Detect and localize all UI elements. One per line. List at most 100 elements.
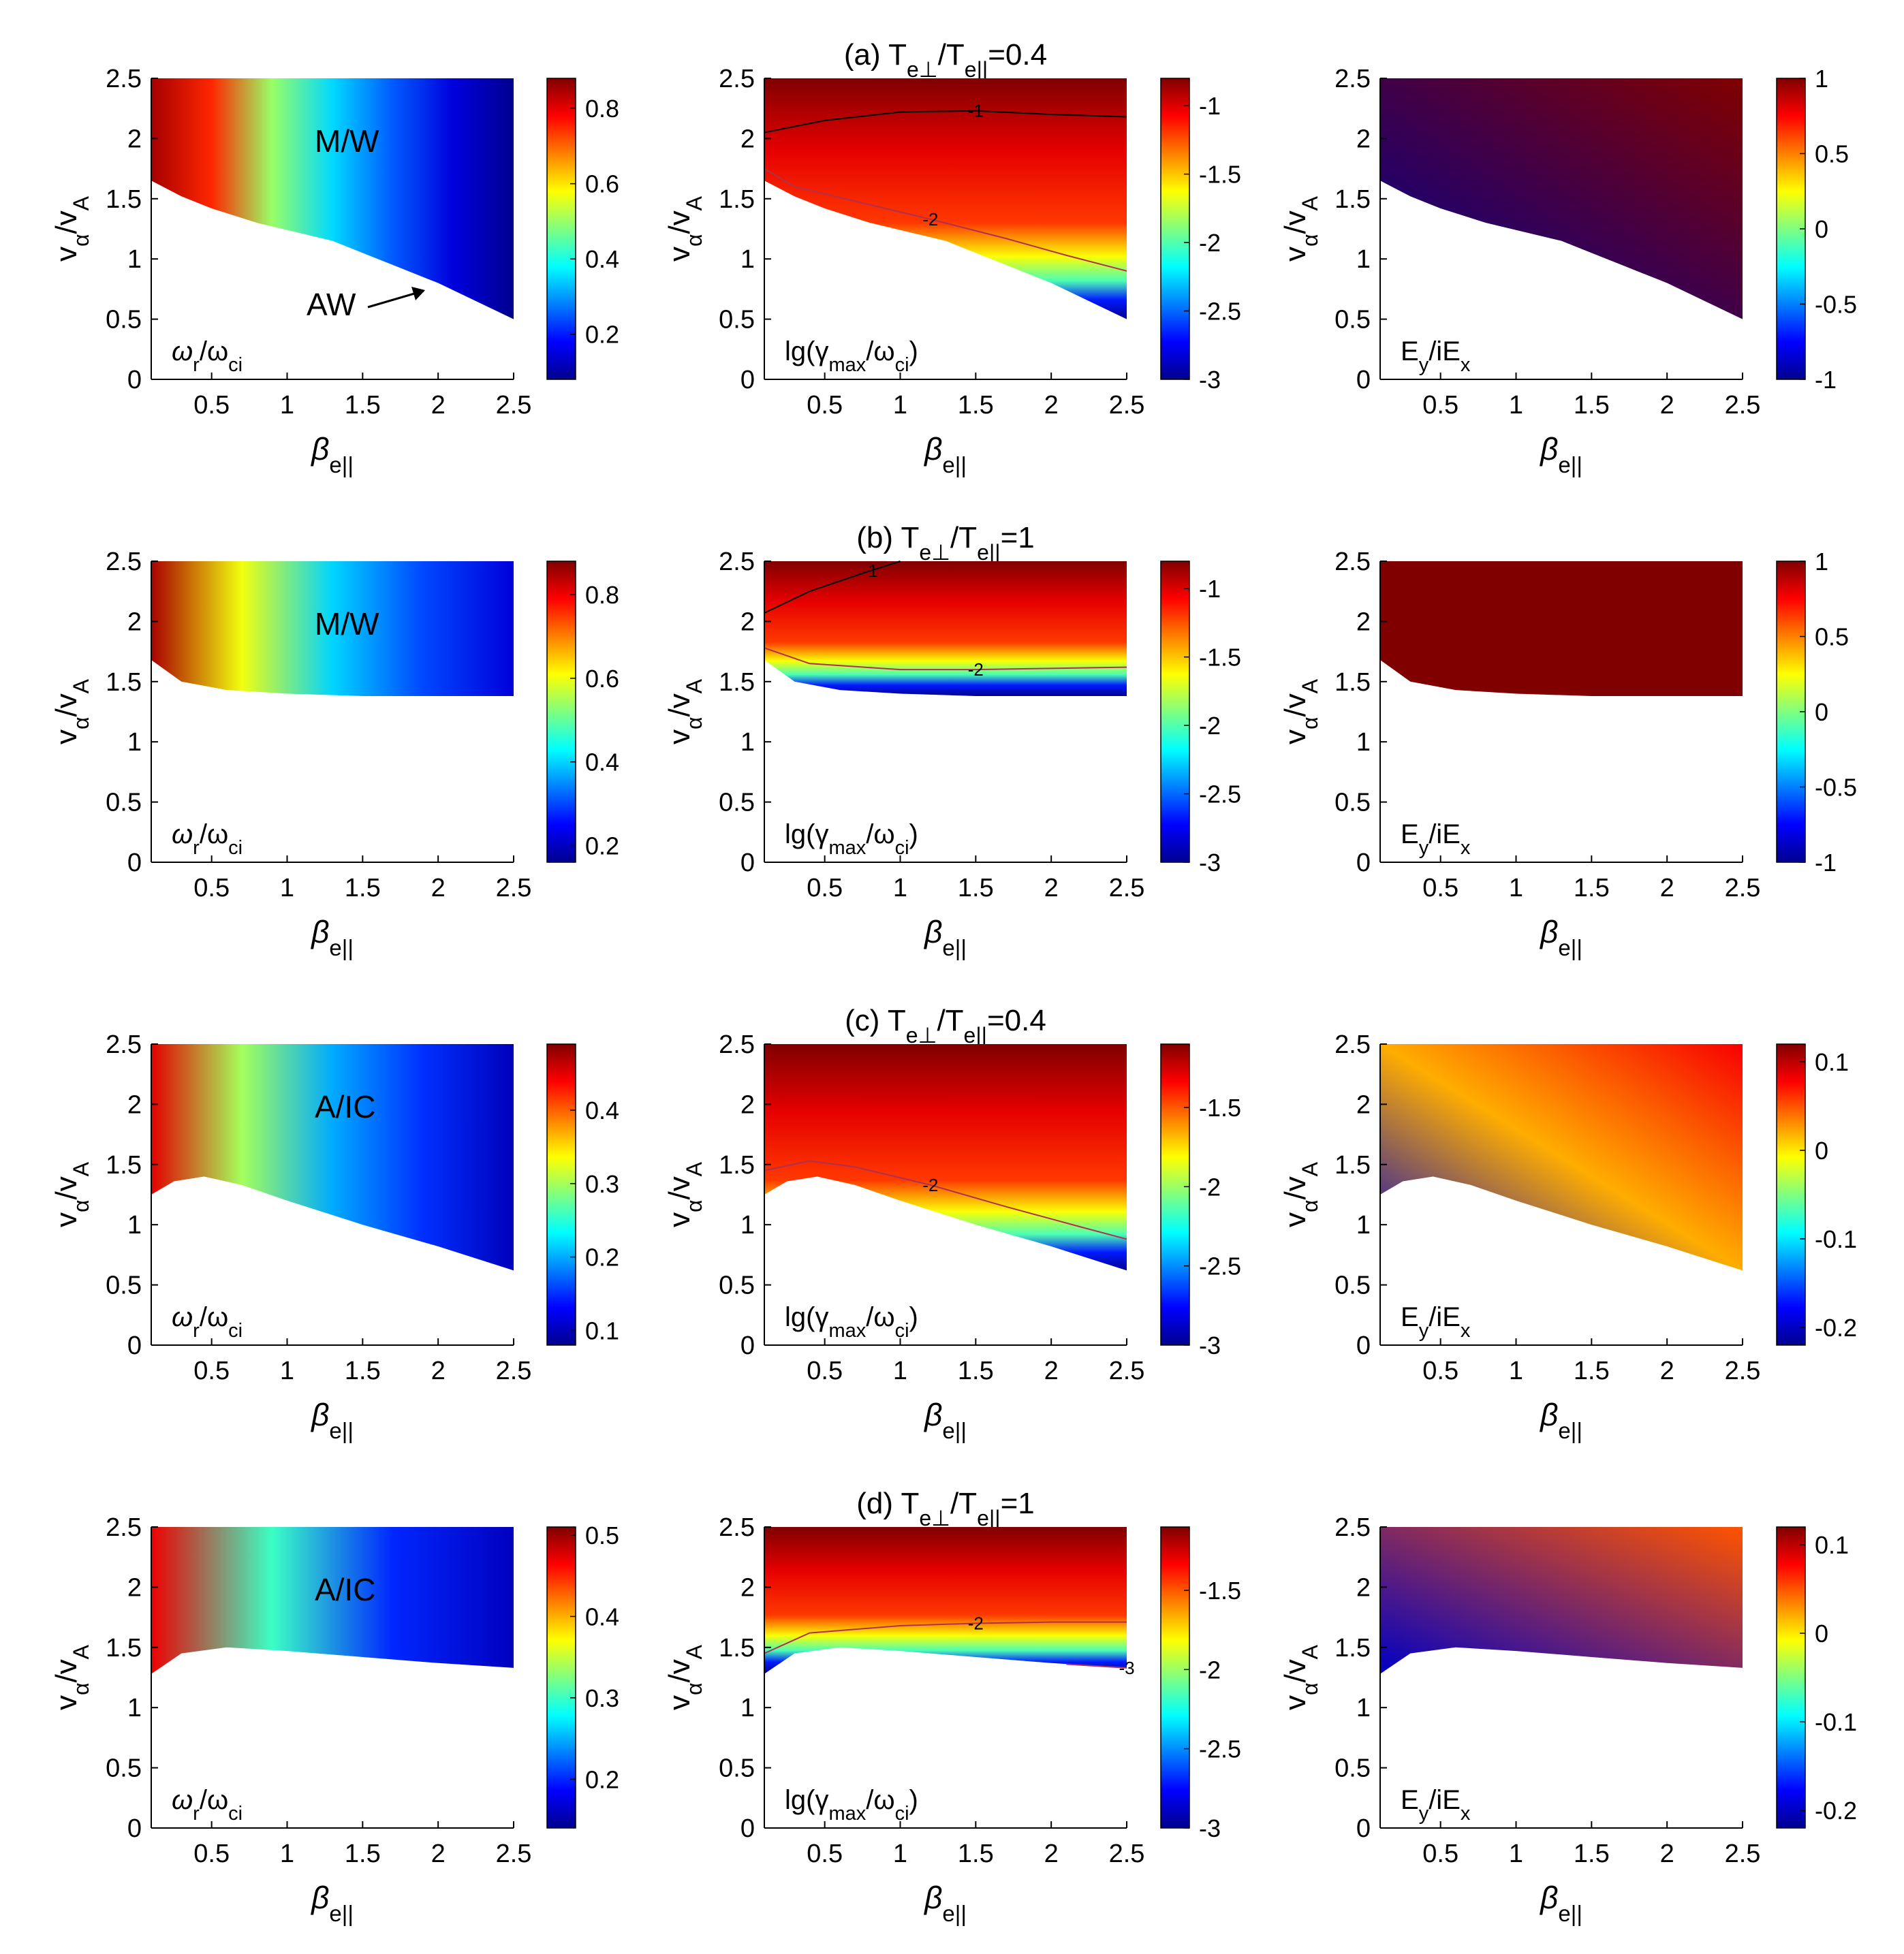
- colorbar-tick-label: -0.1: [1815, 1225, 1857, 1253]
- x-tick-label: 2: [431, 1840, 446, 1868]
- y-tick-label: 0: [740, 1814, 755, 1843]
- x-tick-label: 2: [1660, 874, 1674, 902]
- y-tick-label: 2.5: [1335, 65, 1371, 93]
- x-tick-label: 1: [280, 391, 294, 420]
- y-axis-label: vα/vA: [1279, 1161, 1322, 1227]
- row-title-part: (d) T: [856, 1487, 919, 1520]
- x-tick-label: 0.5: [1422, 1357, 1458, 1385]
- x-tick-label: 1.5: [1574, 1357, 1610, 1385]
- x-tick-label: 1: [1509, 1840, 1523, 1868]
- y-axis-label-part: /v: [663, 210, 696, 234]
- x-axis-label: βe||: [923, 1397, 967, 1443]
- contour-line: [764, 1621, 1127, 1654]
- contour-label: -2: [922, 209, 938, 230]
- y-tick-label: 0: [740, 849, 755, 877]
- x-tick-label: 2: [1660, 1840, 1674, 1868]
- colorbar: [1160, 1526, 1190, 1829]
- contour-line: [764, 561, 901, 614]
- colorbar-tick-label: 0: [1815, 1620, 1828, 1648]
- colorbar-tick-label: 0: [1815, 1137, 1828, 1165]
- x-tick-label: 1: [893, 1840, 907, 1868]
- y-tick-label: 1: [740, 728, 755, 757]
- quantity-label-part: /ω: [200, 1302, 228, 1332]
- y-axis-label-part: A: [682, 1161, 706, 1176]
- unstable-region: [151, 1527, 514, 1674]
- quantity-label: Ey/iEx: [1401, 819, 1471, 859]
- quantity-label-part: /ω: [866, 336, 894, 366]
- y-axis-label-part: α: [682, 1683, 706, 1696]
- unstable-region: [151, 1044, 514, 1271]
- quantity-label-part: /ω: [866, 819, 894, 849]
- x-tick-label: 2: [431, 391, 446, 420]
- y-tick-label: 0.5: [106, 789, 142, 817]
- y-tick-label: 0.5: [1335, 1272, 1371, 1300]
- colorbar-tick-label: -2.5: [1199, 1735, 1241, 1763]
- colorbar-tick-label: -0.2: [1815, 1797, 1857, 1825]
- unstable-region: [151, 561, 514, 697]
- contour-label: -1: [862, 561, 878, 581]
- quantity-label-part: E: [1401, 819, 1419, 849]
- y-tick-label: 1: [127, 728, 142, 757]
- y-tick-label: 1.5: [719, 1634, 755, 1663]
- row-title-part: e⊥: [919, 540, 950, 565]
- y-axis-label-part: /v: [1279, 1659, 1312, 1682]
- y-tick-label: 2: [127, 125, 142, 153]
- y-axis-label-part: A: [682, 678, 706, 693]
- y-axis-label: vα/vA: [50, 195, 93, 262]
- y-tick-label: 2: [1356, 1090, 1371, 1119]
- x-tick-label: 2.5: [1109, 1840, 1145, 1868]
- y-axis-label-part: /v: [50, 210, 83, 234]
- x-axis-label-part: β: [310, 1880, 329, 1915]
- y-axis-label: vα/vA: [663, 678, 706, 744]
- row-title-part: e⊥: [907, 57, 938, 82]
- y-axis-label: vα/vA: [50, 1644, 93, 1710]
- y-tick-label: 2: [740, 125, 755, 153]
- y-tick-label: 1.5: [1335, 1151, 1371, 1180]
- x-axis-label-part: e||: [1558, 1418, 1582, 1443]
- y-axis-label-part: v: [50, 1212, 83, 1227]
- y-axis-label-part: A: [69, 1644, 93, 1659]
- y-axis-label: vα/vA: [663, 195, 706, 262]
- quantity-label-part: lg(γ: [785, 1302, 828, 1332]
- quantity-label: ωr/ωci: [172, 336, 243, 376]
- x-tick-label: 1: [1509, 1357, 1523, 1385]
- x-tick-label: 0.5: [193, 874, 230, 902]
- y-axis-label: vα/vA: [50, 678, 93, 744]
- panel-1-freq: 0.5 1 1.5 2 2.500.511.522.5βe||vα/vAωr/ωciM/…: [50, 65, 619, 477]
- x-tick-label: 2: [431, 874, 446, 902]
- x-tick-label: 1: [893, 1357, 907, 1385]
- x-tick-label: 1: [280, 1357, 294, 1385]
- y-axis-label-part: α: [682, 234, 706, 247]
- contour-line: [764, 168, 1127, 272]
- quantity-label-part: ): [909, 1785, 918, 1815]
- x-axis-label-part: e||: [942, 452, 967, 477]
- colorbar-tick-label: 0.1: [585, 1317, 619, 1344]
- y-axis-label-part: A: [1298, 1161, 1322, 1176]
- x-tick-label: 0.5: [1422, 1840, 1458, 1868]
- x-tick-label: 2: [1044, 391, 1059, 420]
- y-tick-label: 2.5: [106, 1513, 142, 1542]
- row-4: (d) Te⊥/Te||=10.5 1 1.5 2 2.500.511.522.5βe|…: [50, 1487, 1857, 1926]
- unstable-region: [764, 561, 1127, 697]
- y-tick-label: 0.5: [719, 1754, 755, 1783]
- row-title-part: /T: [950, 521, 977, 554]
- colorbar-tick-label: 1: [1815, 65, 1828, 93]
- x-tick-label: 2.5: [496, 1840, 532, 1868]
- colorbar-tick-label: 0.2: [585, 321, 619, 349]
- y-axis-label-part: α: [1298, 1200, 1322, 1213]
- row-title-part: =0.4: [987, 1004, 1046, 1037]
- quantity-label-part: max: [828, 1320, 866, 1342]
- colorbar-tick-label: -3: [1199, 1331, 1221, 1359]
- quantity-label-part: ci: [228, 1803, 243, 1825]
- x-axis-label-part: e||: [1558, 935, 1582, 960]
- colorbar-tick-label: -1.5: [1199, 161, 1241, 189]
- panel-4-pol: 0.5 1 1.5 2 2.5 0 0.5 1 1.5 2 2.5 βe|| vα/vA Ey/iEx 0.…: [1279, 1513, 1857, 1926]
- x-axis-label: βe||: [310, 914, 354, 960]
- y-tick-label: 1.5: [106, 668, 142, 697]
- row-title-part: (b) T: [856, 521, 919, 554]
- y-axis-label-part: v: [663, 729, 696, 744]
- colorbar: [546, 78, 576, 380]
- colorbar: [1160, 561, 1190, 863]
- x-tick-label: 1: [893, 874, 907, 902]
- quantity-label-part: ci: [228, 1320, 243, 1342]
